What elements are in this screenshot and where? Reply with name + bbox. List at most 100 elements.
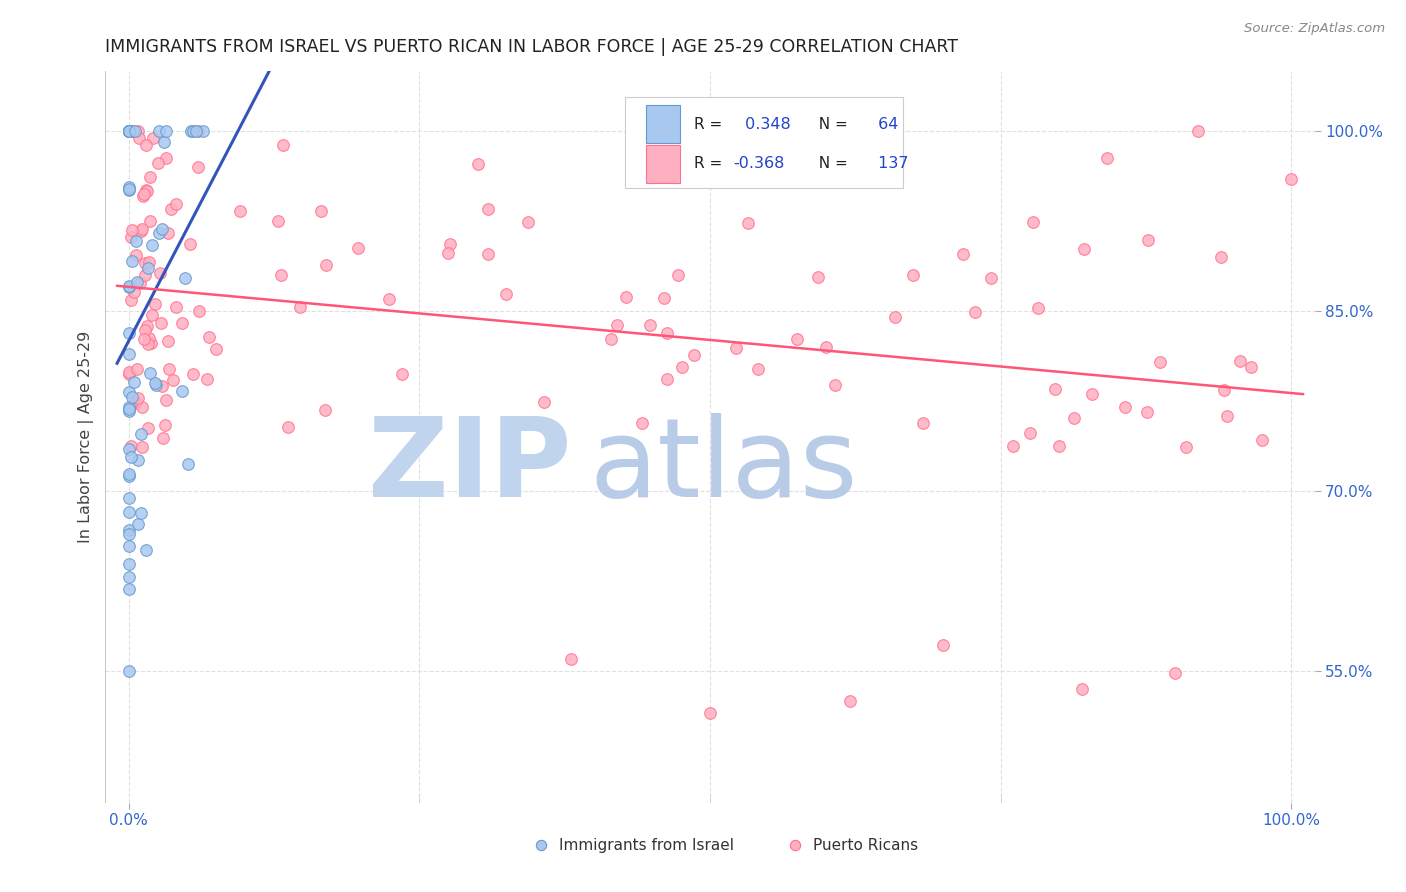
Point [347,241,370,255]
Point [477,202,499,217]
Point [1073,242,1095,256]
Point [148,227,170,241]
Point [118,582,141,596]
Point [160,202,183,216]
Point [121,124,143,138]
Point [315,258,337,272]
Point [652,291,675,305]
Point [699,706,721,720]
Point [153,135,176,149]
Text: 0.348: 0.348 [741,117,792,132]
Point [118,124,141,138]
Point [142,131,165,145]
Point [118,347,141,361]
Point [205,342,228,356]
Point [134,268,156,282]
Point [1047,439,1070,453]
Point [179,237,201,252]
Point [1187,124,1209,138]
Point [172,384,194,398]
Point [118,124,141,138]
Point [477,246,499,260]
Point [118,366,141,380]
Point [136,420,159,434]
Point [145,297,167,311]
Point [288,300,311,314]
Point [1137,233,1160,247]
Point [187,304,209,318]
Point [1239,359,1261,374]
Point [124,124,146,138]
Point [118,469,141,483]
Point [120,229,142,244]
Point [314,402,336,417]
Point [125,248,148,262]
Point [1095,151,1118,165]
Point [131,400,153,414]
Point [903,268,925,282]
Point [1279,172,1302,186]
Point [1212,383,1234,397]
Point [138,331,160,345]
Point [134,323,156,337]
Point [125,395,148,409]
Point [195,372,218,386]
Point [118,540,141,554]
Point [638,318,661,332]
Point [1174,441,1197,455]
Point [1026,301,1049,315]
Point [118,491,141,506]
Text: IMMIGRANTS FROM ISRAEL VS PUERTO RICAN IN LABOR FORCE | AGE 25-29 CORRELATION CH: IMMIGRANTS FROM ISRAEL VS PUERTO RICAN I… [105,38,959,56]
Point [131,441,153,455]
Point [824,377,846,392]
Point [309,204,332,219]
Point [118,124,141,138]
Point [911,416,934,430]
Point [118,279,141,293]
Point [118,124,141,138]
Point [187,160,209,174]
Point [118,124,141,138]
Point [533,394,555,409]
Point [118,569,141,583]
Point [118,124,141,138]
Point [517,215,540,229]
Text: 64: 64 [873,117,898,132]
Point [1114,400,1136,414]
Point [180,124,202,138]
Point [128,277,150,291]
Point [118,124,141,138]
Text: 137: 137 [873,156,908,171]
Point [136,261,159,276]
Point [135,137,157,152]
Point [1149,354,1171,368]
Point [131,222,153,236]
Point [129,426,152,441]
Point [118,403,141,417]
Point [125,275,148,289]
Point [150,222,173,236]
Point [1209,250,1232,264]
Point [143,376,166,390]
Text: -0.368: -0.368 [733,156,785,171]
Point [1251,434,1274,448]
Point [156,227,179,241]
Point [267,214,290,228]
Point [191,124,214,138]
Point [165,300,187,314]
Point [118,124,141,138]
Point [606,318,628,332]
FancyBboxPatch shape [645,145,681,183]
Point [145,378,167,392]
Point [155,393,177,408]
Point [682,348,704,362]
Point [135,183,157,197]
Point [118,367,141,381]
Point [120,450,142,465]
Point [187,124,209,138]
Point [139,170,162,185]
Point [228,204,250,219]
Point [148,124,170,138]
Point [118,124,141,138]
Point [141,335,163,350]
